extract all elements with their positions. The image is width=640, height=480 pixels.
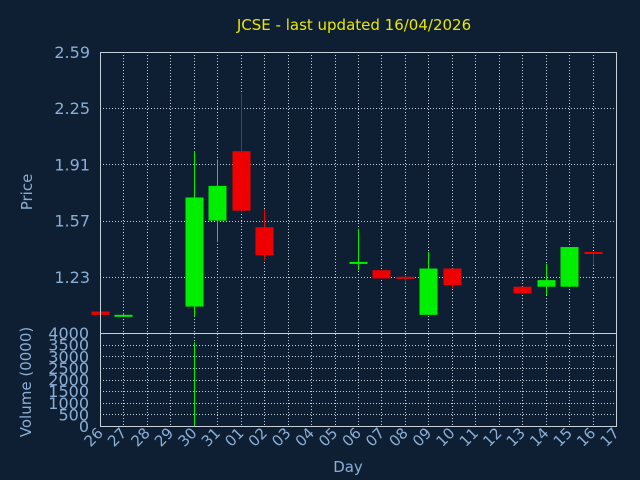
- volume-tick-label: 0: [79, 417, 89, 436]
- day-tick-label: 08: [386, 424, 412, 450]
- candle-body: [396, 276, 415, 279]
- candle-body: [443, 268, 462, 286]
- day-tick-label: 12: [479, 424, 505, 450]
- volume-tick-label: 3500: [48, 336, 89, 355]
- day-tick-label: 01: [221, 424, 247, 450]
- day-tick-label: 03: [268, 424, 294, 450]
- candle-body: [372, 270, 391, 279]
- candle-body: [513, 286, 532, 294]
- day-tick-label: 16: [573, 424, 599, 450]
- day-tick-label: 10: [432, 424, 458, 450]
- volume-bars: [194, 342, 242, 426]
- candle-body: [114, 314, 133, 317]
- tick-labels: 2.592.251.911.571.2340003500300025002000…: [48, 43, 623, 450]
- price-tick-label: 1.23: [54, 268, 90, 287]
- day-tick-label: 28: [128, 424, 154, 450]
- volume-tick-label: 3000: [48, 347, 89, 366]
- volume-panel-frame: [100, 333, 617, 427]
- price-tick-label: 2.25: [54, 99, 90, 118]
- volume-tick-label: 4000: [48, 324, 89, 343]
- chart-title: JCSE - last updated 16/04/2026: [236, 16, 471, 34]
- candle-body: [537, 280, 556, 287]
- day-tick-label: 14: [526, 424, 552, 450]
- volume-tick-label: 1000: [48, 394, 89, 413]
- candles: [91, 93, 603, 317]
- day-tick-label: 30: [174, 424, 200, 450]
- volume-axis-label: Volume (0000): [17, 327, 35, 437]
- day-tick-label: 02: [245, 424, 271, 450]
- candle-body: [232, 151, 251, 211]
- x-axis-label: Day: [333, 458, 363, 476]
- volume-tick-label: 500: [58, 405, 89, 424]
- day-tick-label: 04: [292, 424, 318, 450]
- day-tick-label: 11: [456, 424, 482, 450]
- candle-body: [185, 197, 204, 307]
- day-tick-label: 29: [151, 424, 177, 450]
- day-tick-label: 15: [550, 424, 576, 450]
- candle-body: [419, 268, 438, 315]
- day-tick-label: 06: [339, 424, 365, 450]
- day-tick-label: 27: [104, 424, 130, 450]
- price-axis-label: Price: [18, 174, 36, 211]
- candle-body: [560, 247, 579, 287]
- price-tick-label: 1.91: [54, 155, 90, 174]
- volume-tick-label: 1500: [48, 382, 89, 401]
- candle-body: [255, 227, 274, 256]
- candle-body: [208, 185, 227, 221]
- day-tick-label: 05: [315, 424, 341, 450]
- day-tick-label: 17: [597, 424, 623, 450]
- day-tick-label: 31: [198, 424, 224, 450]
- volume-tick-label: 2500: [48, 359, 89, 378]
- price-tick-label: 2.59: [54, 43, 90, 62]
- day-tick-label: 09: [409, 424, 435, 450]
- day-tick-label: 07: [362, 424, 388, 450]
- volume-tick-label: 2000: [48, 371, 89, 390]
- candle-body: [349, 261, 368, 264]
- gridlines: [100, 52, 616, 426]
- candle-body: [584, 252, 603, 255]
- day-tick-label: 13: [503, 424, 529, 450]
- price-tick-label: 1.57: [54, 212, 90, 231]
